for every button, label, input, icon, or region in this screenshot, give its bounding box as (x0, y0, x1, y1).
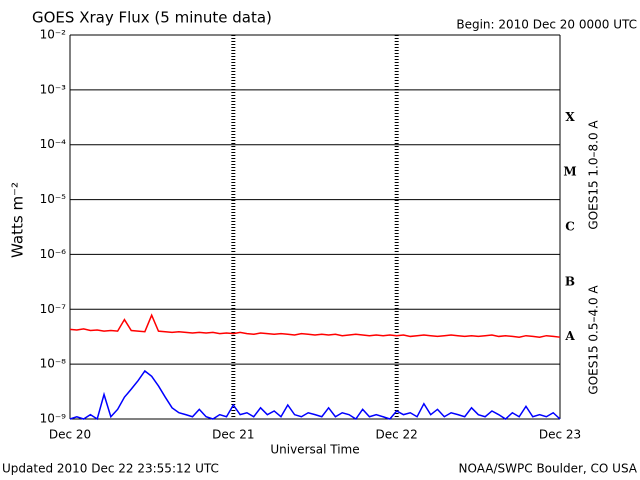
y-tick-label: 10⁻⁷ (40, 302, 67, 316)
x-tick-label: Dec 23 (539, 428, 581, 442)
series-line (69, 313, 561, 338)
class-label: C (565, 220, 575, 234)
y-tick-label: 10⁻⁵ (40, 192, 67, 206)
class-label: X (565, 110, 575, 124)
legend-label: GOES15 0.5–4.0 A (587, 285, 601, 395)
y-tick-label: 10⁻² (40, 28, 67, 42)
class-label: B (565, 274, 575, 288)
y-tick-label: 10⁻⁶ (40, 247, 67, 261)
legend-label: GOES15 1.0–8.0 A (587, 120, 601, 230)
x-tick-label: Dec 21 (212, 428, 254, 442)
x-tick-label: Dec 22 (376, 428, 418, 442)
x-tick-label: Dec 20 (49, 428, 91, 442)
footer-left: Updated 2010 Dec 22 23:55:12 UTC (2, 462, 219, 476)
x-axis-label: Universal Time (270, 443, 359, 457)
y-axis-label: Watts m⁻² (9, 182, 27, 258)
footer-right: NOAA/SWPC Boulder, CO USA (459, 462, 638, 476)
y-tick-label: 10⁻⁴ (40, 137, 67, 151)
class-label: M (563, 165, 576, 179)
class-label: A (564, 329, 575, 343)
chart-subtitle: Begin: 2010 Dec 20 0000 UTC (456, 18, 637, 32)
chart-title: GOES Xray Flux (5 minute data) (32, 9, 272, 27)
y-tick-label: 10⁻⁸ (40, 357, 67, 371)
y-tick-label: 10⁻⁹ (40, 412, 67, 426)
y-tick-label: 10⁻³ (40, 82, 67, 96)
series-line (69, 369, 561, 421)
